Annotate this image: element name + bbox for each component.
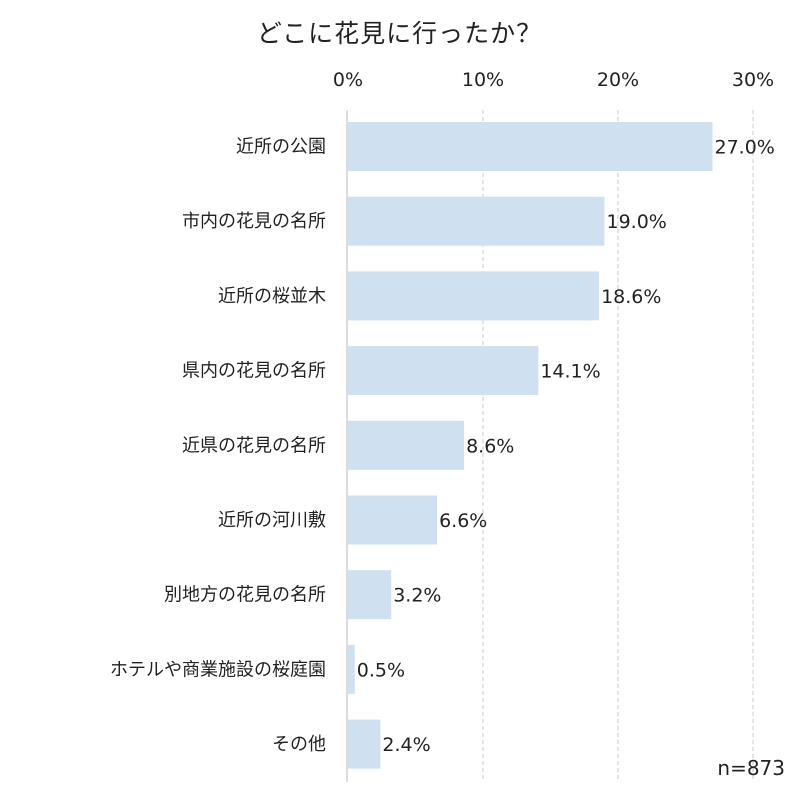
category-label: 市内の花見の名所 [182, 211, 326, 232]
bar [348, 644, 355, 694]
x-tick-label: 10% [462, 69, 504, 91]
data-label: 2.4% [382, 734, 430, 756]
category-label: 近所の河川敷 [218, 510, 326, 531]
x-tick-label: 0% [333, 69, 363, 91]
bar [348, 719, 381, 769]
bar [348, 420, 465, 470]
bar [348, 271, 600, 321]
bar [348, 346, 539, 396]
data-label: 14.1% [540, 361, 600, 383]
chart-title: どこに花見に行ったか？ [256, 19, 543, 48]
bar [348, 570, 392, 620]
data-label: 27.0% [715, 137, 775, 159]
bar [348, 122, 713, 171]
bar [348, 495, 438, 545]
category-label: 近所の桜並木 [218, 286, 326, 307]
category-label: ホテルや商業施設の桜庭園 [110, 659, 326, 680]
category-label: その他 [272, 734, 326, 755]
sample-size-note: n=873 [717, 756, 785, 780]
x-tick-label: 30% [732, 69, 774, 91]
data-label: 0.5% [357, 659, 405, 681]
category-label: 近所の公園 [236, 137, 326, 158]
bar [348, 196, 605, 246]
category-label: 近県の花見の名所 [182, 435, 326, 456]
category-label: 別地方の花見の名所 [164, 585, 326, 606]
data-label: 19.0% [607, 211, 667, 233]
data-label: 8.6% [466, 435, 514, 457]
category-label: 県内の花見の名所 [182, 361, 326, 382]
data-label: 18.6% [601, 286, 661, 308]
data-label: 6.6% [439, 510, 487, 532]
data-label: 3.2% [393, 585, 441, 607]
x-tick-label: 20% [597, 69, 639, 91]
